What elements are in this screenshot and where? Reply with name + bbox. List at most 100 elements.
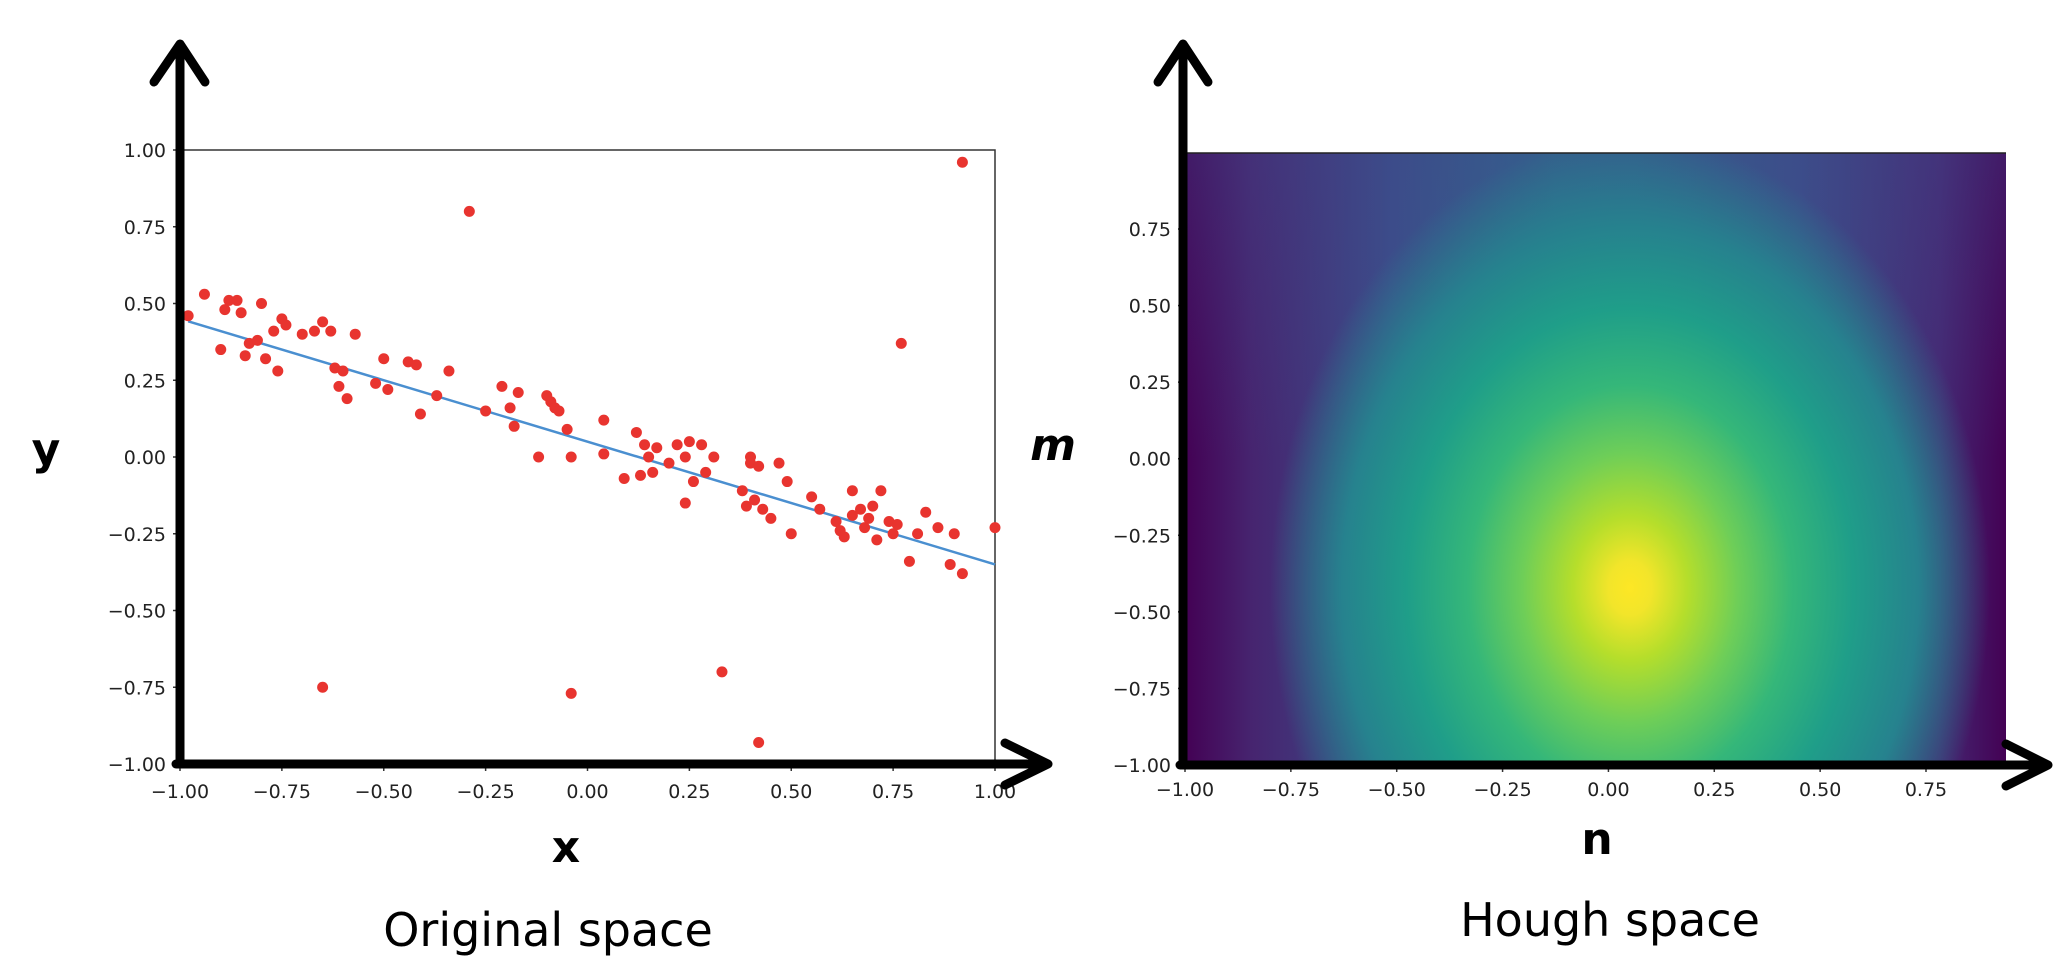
n-axis-arrowhead [2001, 739, 2053, 791]
original-axes-arrows [149, 39, 1053, 790]
data-point [679, 497, 691, 509]
original-points [182, 156, 1001, 749]
x-tick-label: 0.75 [872, 781, 914, 803]
original-y-ticks: −1.00 −0.75 −0.50 −0.25 0.00 0.25 0.50 0.75 1.00 [108, 140, 180, 776]
y-tick-label: 0.00 [124, 447, 166, 469]
data-point [765, 512, 777, 524]
original-space-caption: Original space [383, 903, 713, 957]
data-point [561, 423, 573, 435]
data-point [443, 365, 455, 377]
data-point [740, 500, 752, 512]
data-point [753, 460, 765, 472]
data-point [508, 420, 520, 432]
data-point [643, 451, 655, 463]
x-tick-label: −1.00 [151, 781, 209, 803]
data-point [846, 485, 858, 497]
data-point [251, 334, 263, 346]
data-point [903, 555, 915, 567]
data-point [716, 666, 728, 678]
data-point [651, 442, 663, 454]
data-point [504, 402, 516, 414]
data-point [867, 500, 879, 512]
data-point [895, 337, 907, 349]
x-tick-label: 0.25 [668, 781, 710, 803]
data-point [598, 414, 610, 426]
data-point [814, 503, 826, 515]
data-point [480, 405, 492, 417]
data-point [410, 359, 422, 371]
x-axis-arrowhead [1000, 738, 1053, 790]
m-tick-label: 0.75 [1129, 219, 1171, 241]
data-point [956, 568, 968, 580]
n-tick-label: 0.75 [1905, 779, 1947, 801]
y-tick-label: −0.25 [108, 524, 166, 546]
data-point [349, 328, 361, 340]
data-point [749, 494, 761, 506]
data-point [989, 522, 1001, 534]
data-point [948, 528, 960, 540]
hough-x-axis-label: n [1581, 814, 1612, 865]
data-point [708, 451, 720, 463]
data-point [272, 365, 284, 377]
data-point [341, 393, 353, 405]
data-point [268, 325, 280, 337]
hough-space-caption: Hough space [1460, 893, 1760, 947]
data-point [920, 506, 932, 518]
m-tick-label: −1.00 [1113, 755, 1171, 777]
data-point [370, 377, 382, 389]
data-point [317, 316, 329, 328]
data-point [337, 365, 349, 377]
hough-y-axis-label: m [1030, 420, 1076, 471]
data-point [838, 531, 850, 543]
n-tick-label: −0.25 [1473, 779, 1531, 801]
data-point [182, 310, 194, 322]
data-point [687, 476, 699, 488]
y-tick-label: −0.75 [108, 677, 166, 699]
m-axis-arrowhead [1153, 39, 1213, 87]
data-point [317, 681, 329, 693]
y-tick-label: −1.00 [108, 754, 166, 776]
data-point [215, 344, 227, 356]
m-tick-label: 0.00 [1129, 449, 1171, 471]
hough-y-ticks: −1.00 −0.75 −0.50 −0.25 0.00 0.25 0.50 0.75 [1113, 219, 1185, 777]
m-tick-label: −0.25 [1113, 525, 1171, 547]
data-point [496, 380, 508, 392]
data-point [781, 476, 793, 488]
data-point [944, 558, 956, 570]
original-space-panel: −1.00 −0.75 −0.50 −0.25 0.00 0.25 0.50 0.75 1.00… [32, 39, 1053, 957]
data-point [463, 205, 475, 217]
data-point [239, 350, 251, 362]
data-point [431, 390, 443, 402]
data-point [863, 512, 875, 524]
y-tick-label: 0.25 [124, 370, 166, 392]
data-point [830, 515, 842, 527]
y-tick-label: 1.00 [124, 140, 166, 162]
data-point [647, 466, 659, 478]
data-point [256, 298, 267, 309]
n-tick-label: 0.25 [1693, 779, 1735, 801]
data-point [223, 294, 235, 306]
n-tick-label: −1.00 [1156, 779, 1214, 801]
data-point [700, 466, 712, 478]
data-point [296, 328, 308, 340]
original-x-axis-label: x [552, 822, 580, 873]
n-tick-label: 0.50 [1799, 779, 1841, 801]
hough-heatmap-peak [1185, 153, 2006, 763]
m-tick-label: 0.25 [1129, 372, 1171, 394]
data-point [565, 451, 577, 463]
data-point [639, 439, 651, 451]
hough-space-panel: −1.00 −0.75 −0.50 −0.25 0.00 0.25 0.50 0.75 −1.… [1030, 39, 2053, 947]
data-point [382, 383, 394, 395]
m-tick-label: −0.75 [1113, 678, 1171, 700]
data-point [679, 451, 691, 463]
data-point [198, 288, 210, 300]
data-point [773, 457, 785, 469]
data-point [565, 687, 577, 699]
data-point [875, 485, 887, 497]
data-point [859, 522, 871, 534]
data-point [683, 436, 695, 448]
original-y-axis-label: y [32, 424, 61, 475]
x-tick-label: 0.00 [566, 781, 608, 803]
data-point [871, 534, 883, 546]
hough-axes-arrows [1153, 39, 2053, 791]
